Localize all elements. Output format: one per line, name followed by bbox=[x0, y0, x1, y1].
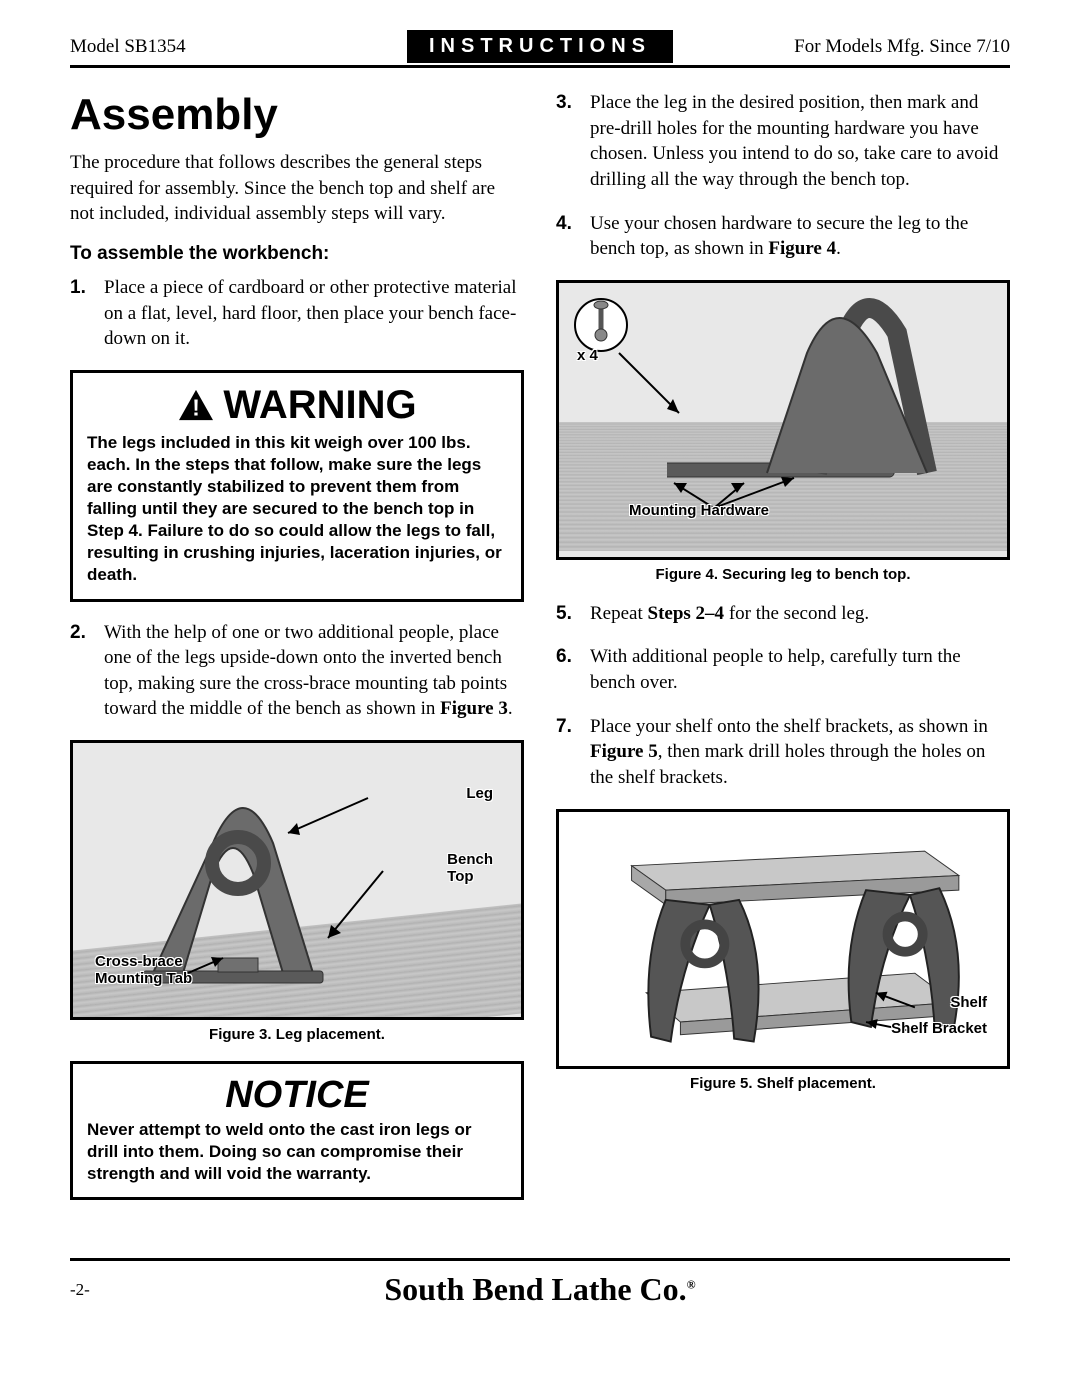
step-body: Repeat Steps 2–4 for the second leg. bbox=[590, 601, 1010, 627]
company-text: South Bend Lathe Co. bbox=[384, 1271, 686, 1307]
step-7: 7. Place your shelf onto the shelf brack… bbox=[556, 714, 1010, 791]
left-column: Assembly The procedure that follows desc… bbox=[70, 90, 524, 1218]
warning-title-text: WARNING bbox=[223, 383, 416, 428]
figure-5-caption: Figure 5. Shelf placement. bbox=[556, 1075, 1010, 1092]
figure-4: x 4 Mounting Hardware bbox=[556, 280, 1010, 560]
step-5: 5. Repeat Steps 2–4 for the second leg. bbox=[556, 601, 1010, 627]
notice-title: NOTICE bbox=[87, 1074, 507, 1117]
step-text: Place your shelf onto the shelf brackets… bbox=[590, 716, 988, 737]
figure-4-caption: Figure 4. Securing leg to bench top. bbox=[556, 566, 1010, 583]
step-body: Place a piece of cardboard or other prot… bbox=[104, 275, 524, 352]
figure-5: Shelf Shelf Bracket bbox=[556, 809, 1010, 1069]
step-text: . bbox=[508, 698, 513, 719]
right-column: 3. Place the leg in the desired position… bbox=[556, 90, 1010, 1218]
notice-text: Never attempt to weld onto the cast iron… bbox=[87, 1119, 507, 1185]
step-num: 5. bbox=[556, 601, 590, 627]
figure-3: Leg Bench Top Cross-brace Mounting Tab bbox=[70, 740, 524, 1020]
warning-icon: ! bbox=[177, 388, 215, 422]
step-num: 3. bbox=[556, 90, 590, 193]
page-title: Assembly bbox=[70, 90, 524, 140]
step-3: 3. Place the leg in the desired position… bbox=[556, 90, 1010, 193]
footer: -2- South Bend Lathe Co.® bbox=[70, 1258, 1010, 1308]
warning-title: ! WARNING bbox=[87, 383, 507, 428]
figure-arrows bbox=[559, 283, 1007, 557]
header-bar: Model SB1354 INSTRUCTIONS For Models Mfg… bbox=[70, 30, 1010, 68]
step-text: . bbox=[836, 238, 841, 259]
step-body: Place your shelf onto the shelf brackets… bbox=[590, 714, 1010, 791]
registered-icon: ® bbox=[687, 1278, 696, 1292]
step-num: 2. bbox=[70, 620, 104, 723]
fig3-label-bench: Bench Top bbox=[447, 851, 493, 886]
header-right: For Models Mfg. Since 7/10 bbox=[673, 36, 1010, 58]
notice-box: NOTICE Never attempt to weld onto the ca… bbox=[70, 1061, 524, 1200]
step-1: 1. Place a piece of cardboard or other p… bbox=[70, 275, 524, 352]
fig3-label-leg: Leg bbox=[466, 785, 493, 802]
svg-text:!: ! bbox=[193, 395, 201, 421]
step-bold: Steps 2–4 bbox=[648, 603, 725, 624]
step-bold: Figure 4 bbox=[768, 238, 836, 259]
step-body: Place the leg in the desired position, t… bbox=[590, 90, 1010, 193]
fig4-label-hw: Mounting Hardware bbox=[629, 502, 769, 519]
company-name: South Bend Lathe Co.® bbox=[130, 1271, 950, 1308]
figure-3-caption: Figure 3. Leg placement. bbox=[70, 1026, 524, 1043]
step-bold: Figure 5 bbox=[590, 741, 658, 762]
header-model: Model SB1354 bbox=[70, 36, 407, 58]
warning-box: ! WARNING The legs included in this kit … bbox=[70, 370, 524, 602]
header-center: INSTRUCTIONS bbox=[407, 30, 673, 63]
subheading: To assemble the workbench: bbox=[70, 243, 524, 265]
step-body: With the help of one or two additional p… bbox=[104, 620, 524, 723]
step-4: 4. Use your chosen hardware to secure th… bbox=[556, 211, 1010, 262]
step-num: 1. bbox=[70, 275, 104, 352]
step-num: 7. bbox=[556, 714, 590, 791]
warning-text: The legs included in this kit weigh over… bbox=[87, 432, 507, 587]
step-text: for the second leg. bbox=[724, 603, 869, 624]
step-2: 2. With the help of one or two additiona… bbox=[70, 620, 524, 723]
fig3-label-tab: Cross-brace Mounting Tab bbox=[95, 953, 192, 988]
step-num: 4. bbox=[556, 211, 590, 262]
intro-text: The procedure that follows describes the… bbox=[70, 150, 524, 227]
fig5-label-bracket: Shelf Bracket bbox=[891, 1020, 987, 1037]
step-body: With additional people to help, carefull… bbox=[590, 644, 1010, 695]
step-body: Use your chosen hardware to secure the l… bbox=[590, 211, 1010, 262]
step-bold: Figure 3 bbox=[440, 698, 508, 719]
fig4-label-x4: x 4 bbox=[577, 347, 598, 364]
step-text: Repeat bbox=[590, 603, 648, 624]
step-6: 6. With additional people to help, caref… bbox=[556, 644, 1010, 695]
page-number: -2- bbox=[70, 1280, 130, 1300]
fig5-label-shelf: Shelf bbox=[950, 994, 987, 1011]
step-num: 6. bbox=[556, 644, 590, 695]
